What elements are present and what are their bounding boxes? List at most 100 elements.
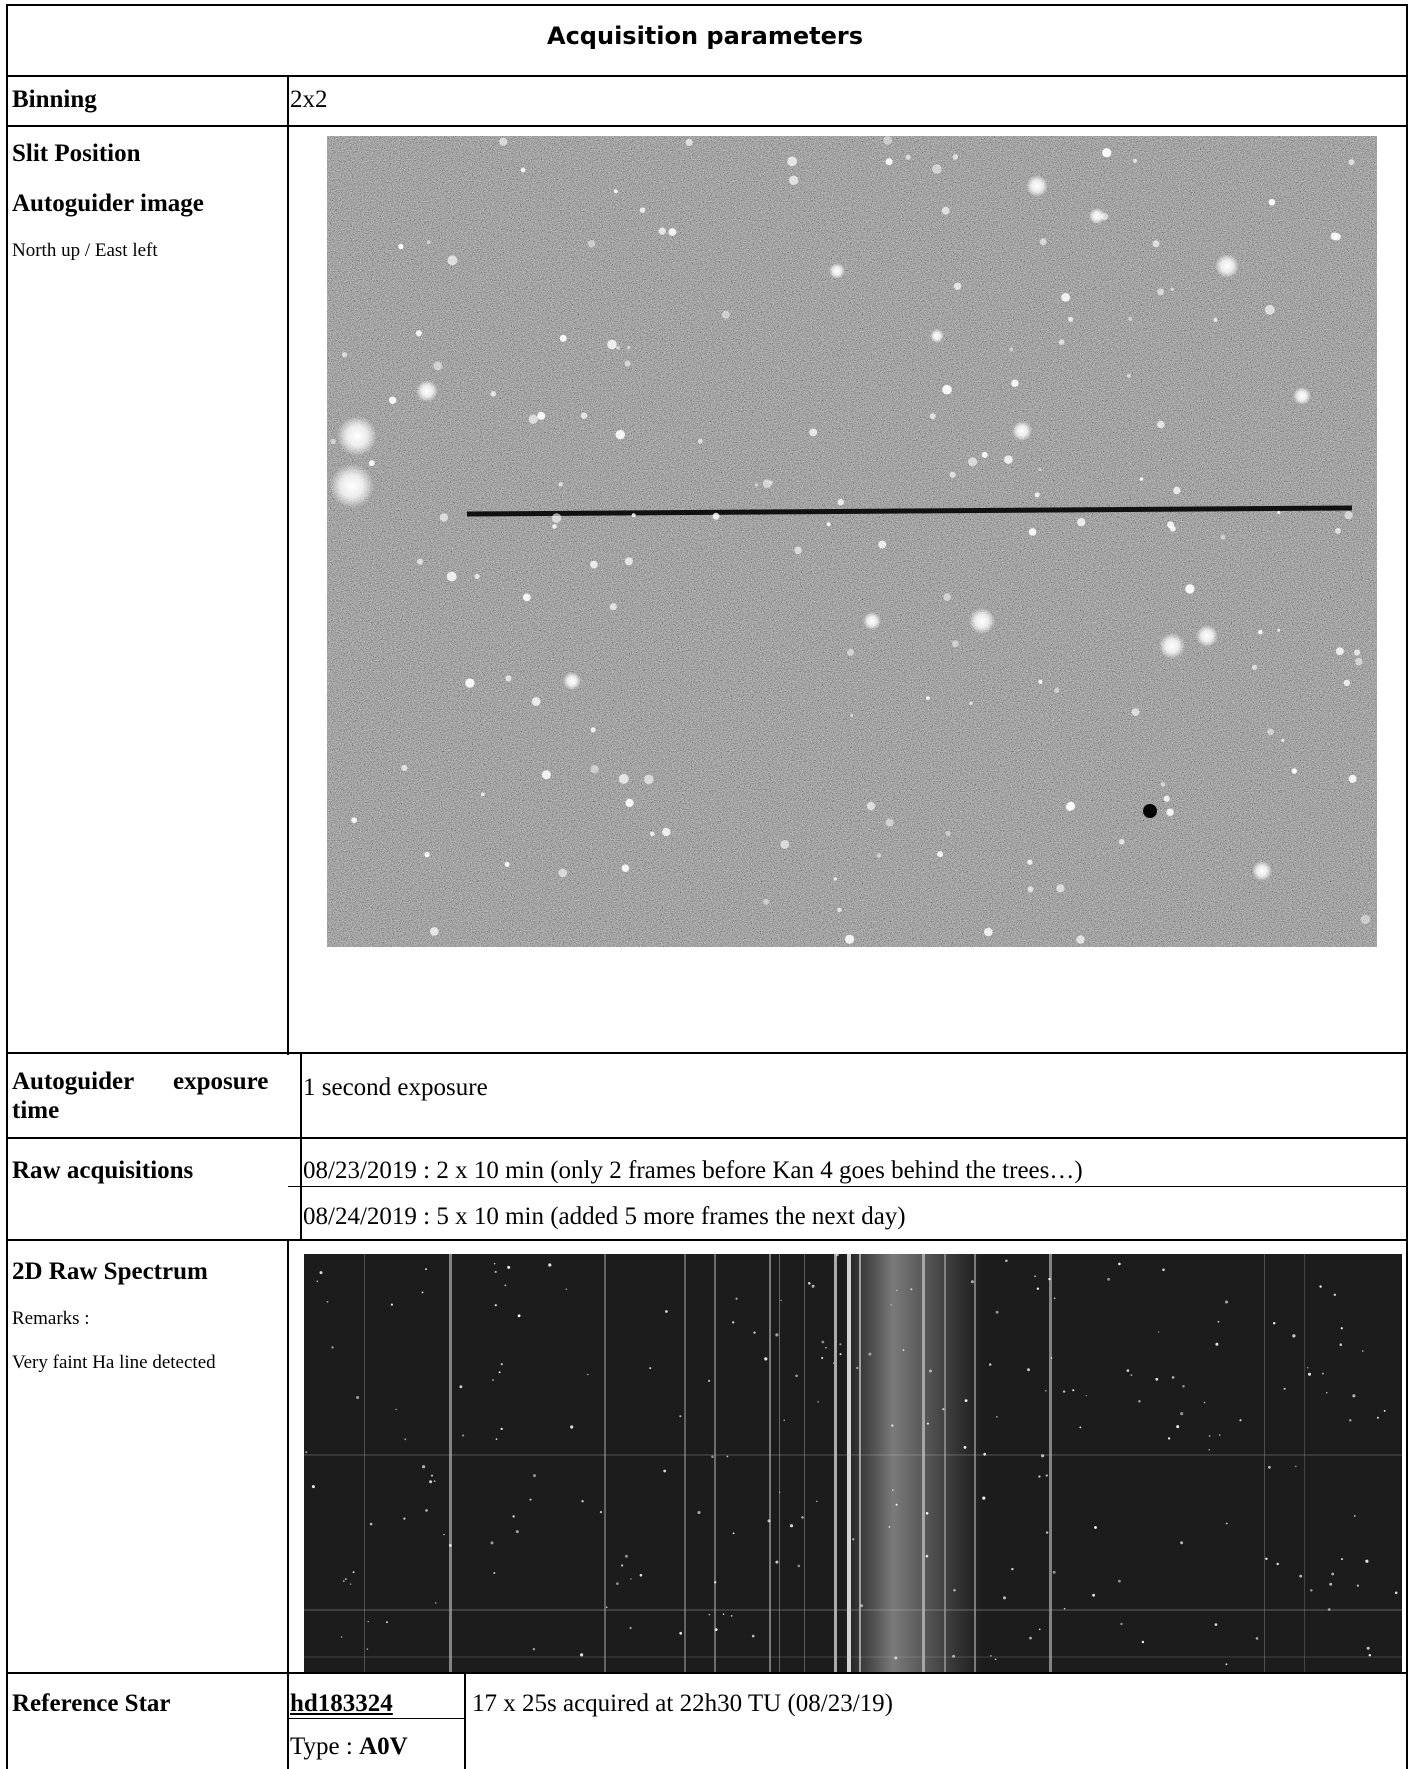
hot-pixel (1045, 1474, 1048, 1477)
star-mark (885, 818, 894, 827)
spectrum-line (449, 1254, 452, 1672)
raw-spectrum-image (304, 1254, 1402, 1672)
spectrum-line (364, 1254, 365, 1672)
star-mark (1157, 420, 1165, 429)
hot-pixel (1215, 1342, 1219, 1346)
hot-pixel (1225, 1522, 1228, 1525)
star-mark (769, 480, 773, 485)
hot-pixel (345, 1578, 347, 1580)
star-mark (624, 557, 633, 566)
hot-pixel (621, 1564, 624, 1567)
hot-pixel (435, 1602, 437, 1604)
star-mark (1291, 768, 1297, 774)
hot-pixel (493, 1263, 496, 1265)
star-mark (1170, 525, 1176, 532)
star-mark (1132, 158, 1137, 163)
star-mark (1173, 486, 1181, 495)
hot-pixel (1041, 1454, 1045, 1458)
star-mark (1264, 304, 1275, 315)
star-mark (1066, 801, 1076, 811)
star-mark (1034, 492, 1040, 498)
hot-pixel (989, 1363, 992, 1366)
hot-pixel (532, 1648, 536, 1651)
star-mark (876, 853, 882, 858)
star-mark (1027, 859, 1033, 865)
star-mark (754, 483, 758, 487)
star-mark (426, 240, 431, 244)
slit-position-label: Slit Position (12, 140, 141, 167)
star-mark (829, 263, 845, 279)
star-mark (330, 464, 374, 508)
row-divider (6, 1052, 1408, 1054)
hot-pixel (1118, 1262, 1121, 1266)
star-mark (1100, 213, 1109, 221)
hot-pixel (892, 1489, 894, 1491)
star-mark (905, 154, 911, 160)
column-divider (287, 75, 289, 1055)
hot-pixel (1214, 1623, 1218, 1626)
hot-pixel (795, 1374, 798, 1378)
hot-pixel (1171, 1376, 1175, 1379)
star-mark (341, 352, 348, 358)
column-divider (287, 1239, 289, 1769)
hot-pixel (1299, 1574, 1303, 1578)
hot-pixel (1331, 1572, 1335, 1576)
star-mark (415, 330, 422, 337)
spectrum-line (834, 1254, 837, 1672)
star-mark (1163, 795, 1170, 802)
hot-pixel (504, 1284, 507, 1287)
hot-pixel (352, 1571, 355, 1573)
star-mark (845, 934, 855, 944)
star-mark (368, 460, 375, 467)
hot-pixel (1092, 1593, 1095, 1597)
hot-pixel (1167, 1437, 1171, 1440)
star-mark (1004, 455, 1013, 464)
star-mark (968, 457, 978, 467)
star-mark (1026, 175, 1048, 197)
hot-pixel (421, 1291, 424, 1294)
star-mark (937, 851, 944, 858)
star-mark (1011, 379, 1019, 387)
star-mark (618, 773, 629, 784)
star-mark (531, 697, 541, 706)
star-mark (1343, 679, 1350, 687)
star-mark (837, 907, 842, 913)
hot-pixel (1107, 1277, 1110, 1281)
hot-pixel (1003, 1596, 1006, 1600)
orientation-note: North up / East left (12, 240, 158, 261)
star-mark (398, 243, 404, 250)
row-divider (6, 1137, 1408, 1139)
hot-pixel (1276, 1562, 1279, 1566)
hot-pixel (856, 1366, 859, 1370)
hot-pixel (305, 1451, 308, 1454)
star-mark (943, 593, 951, 601)
hot-pixel (982, 1496, 986, 1500)
star-mark (794, 546, 802, 555)
hot-pixel (929, 1369, 932, 1373)
star-mark (522, 593, 531, 602)
hot-pixel (808, 1282, 811, 1285)
star-mark (952, 154, 959, 160)
star-mark (552, 524, 557, 529)
star-mark (780, 840, 790, 849)
hot-pixel (963, 1446, 967, 1449)
hot-pixel (403, 1517, 406, 1520)
hot-pixel (580, 1653, 584, 1657)
star-mark (1028, 528, 1037, 536)
hot-pixel (404, 1438, 407, 1441)
hot-pixel (459, 1385, 463, 1389)
star-mark (712, 512, 720, 520)
star-mark (528, 414, 538, 424)
star-mark (1344, 511, 1353, 520)
spectrum-line (859, 1254, 861, 1672)
hot-pixel (1126, 1369, 1130, 1372)
hot-pixel (732, 1321, 735, 1324)
hot-pixel (1038, 1628, 1041, 1631)
star-mark (668, 228, 677, 236)
hot-pixel (490, 1541, 494, 1545)
sky-row (304, 1656, 1402, 1658)
star-mark (609, 603, 617, 611)
hot-pixel (1376, 1416, 1379, 1419)
hot-pixel (1036, 1287, 1040, 1290)
hot-pixel (711, 1455, 714, 1458)
